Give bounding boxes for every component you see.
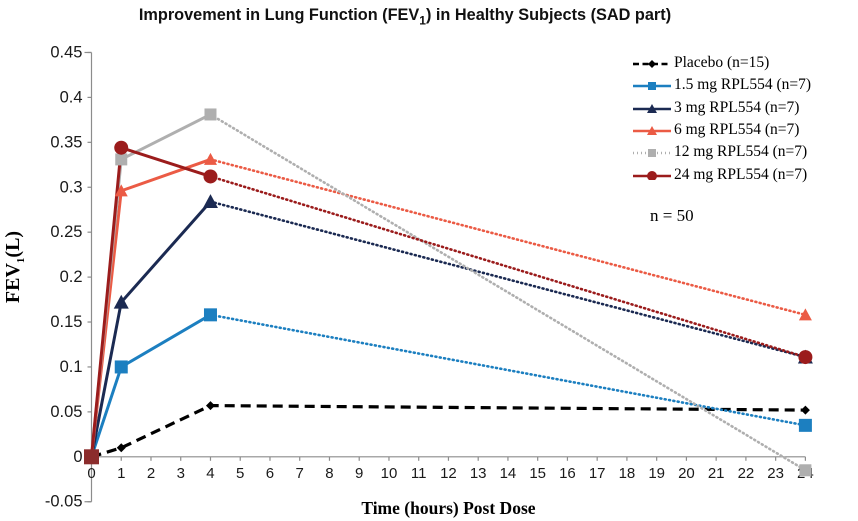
- svg-text:1: 1: [117, 465, 125, 482]
- svg-text:0.3: 0.3: [60, 178, 83, 196]
- svg-text:19: 19: [648, 465, 665, 482]
- svg-text:-0.05: -0.05: [45, 493, 83, 511]
- svg-text:9: 9: [355, 465, 363, 482]
- svg-text:4: 4: [206, 465, 214, 482]
- svg-text:0: 0: [73, 448, 82, 466]
- svg-text:20: 20: [678, 465, 695, 482]
- svg-text:12: 12: [440, 465, 457, 482]
- svg-text:0.05: 0.05: [50, 403, 82, 421]
- svg-text:10: 10: [381, 465, 398, 482]
- svg-text:0.15: 0.15: [50, 313, 82, 331]
- svg-text:0.1: 0.1: [60, 358, 83, 376]
- svg-text:23: 23: [767, 465, 784, 482]
- svg-text:13: 13: [470, 465, 487, 482]
- svg-text:22: 22: [738, 465, 755, 482]
- svg-text:3: 3: [177, 465, 185, 482]
- svg-text:11: 11: [411, 465, 427, 482]
- svg-text:21: 21: [708, 465, 725, 482]
- svg-text:0.25: 0.25: [50, 223, 82, 241]
- svg-text:0.35: 0.35: [50, 133, 82, 151]
- svg-text:6: 6: [266, 465, 274, 482]
- svg-text:16: 16: [559, 465, 576, 482]
- svg-text:15: 15: [529, 465, 546, 482]
- svg-text:0.45: 0.45: [50, 43, 82, 61]
- svg-text:0.4: 0.4: [60, 88, 83, 106]
- svg-text:0.2: 0.2: [60, 268, 83, 286]
- svg-text:0: 0: [87, 465, 95, 482]
- svg-text:14: 14: [500, 465, 517, 482]
- svg-text:5: 5: [236, 465, 244, 482]
- svg-text:18: 18: [619, 465, 636, 482]
- svg-text:7: 7: [296, 465, 304, 482]
- svg-text:17: 17: [589, 465, 606, 482]
- svg-text:8: 8: [325, 465, 333, 482]
- svg-text:2: 2: [147, 465, 155, 482]
